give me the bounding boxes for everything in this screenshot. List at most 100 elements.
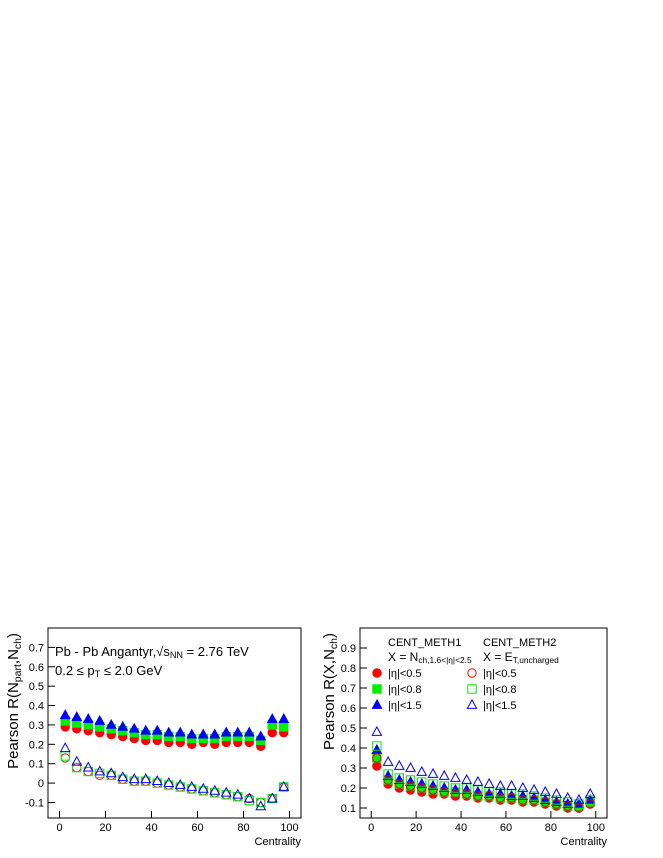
marker	[539, 785, 551, 796]
y-tick-label: 0.4	[341, 743, 356, 755]
marker	[256, 797, 266, 808]
y-axis-label: Pearson R(X,Nch)	[321, 633, 340, 750]
y-tick-label: 0.5	[341, 723, 356, 735]
marker	[59, 709, 71, 720]
marker	[439, 787, 449, 797]
marker	[71, 711, 83, 722]
marker	[461, 783, 473, 794]
marker	[105, 718, 117, 729]
marker	[209, 784, 221, 795]
marker	[232, 726, 244, 737]
marker	[60, 753, 70, 763]
text-part: )	[5, 633, 22, 638]
marker	[393, 759, 405, 770]
marker	[494, 787, 506, 798]
marker	[95, 768, 105, 779]
marker	[461, 773, 473, 784]
legend-marker	[466, 698, 478, 709]
marker	[94, 714, 106, 725]
legend-label: |η|<1.5	[483, 700, 517, 712]
marker	[266, 792, 278, 803]
legend-label: |η|<0.5	[388, 668, 422, 680]
marker	[562, 791, 574, 802]
legend-marker	[467, 684, 477, 694]
marker	[151, 724, 163, 735]
marker	[152, 778, 162, 788]
subscript: ch,1.6<|η|<2.5	[418, 655, 472, 665]
legend-header: X = Nch,1.6<|η|<2.5	[388, 650, 472, 665]
y-tick-label: 0.4	[29, 701, 44, 713]
text-part: Pearson R(X,N	[321, 649, 338, 750]
legend-header: CENT_METH1	[388, 637, 461, 649]
text-part: 0.2 ≤ p	[55, 663, 95, 678]
legend-header: CENT_METH2	[483, 637, 556, 649]
text-part: = 2.76 TeV	[183, 644, 249, 659]
subscript: ch	[12, 638, 24, 649]
marker	[584, 793, 596, 804]
marker	[405, 775, 416, 786]
subscript: T,uncharged	[513, 655, 559, 665]
y-tick-label: -0.1	[25, 797, 44, 809]
marker	[528, 783, 540, 794]
marker	[585, 795, 595, 805]
marker	[71, 755, 83, 766]
marker	[416, 777, 428, 788]
text-part: ≤ 2.0 GeV	[100, 663, 162, 678]
subscript: ch	[328, 638, 340, 649]
marker	[256, 797, 266, 808]
marker	[383, 769, 393, 779]
x-tick-label: 20	[410, 822, 422, 834]
marker	[517, 781, 529, 792]
y-tick-label: 0.1	[341, 803, 356, 815]
marker	[128, 722, 140, 733]
marker	[83, 766, 93, 777]
text-part: Pb - Pb Angantyr,√s	[55, 644, 170, 659]
text-part: X = E	[483, 650, 513, 664]
marker	[438, 781, 450, 792]
marker	[197, 782, 209, 793]
marker	[267, 727, 277, 738]
annotation: 0.2 ≤ pT ≤ 2.0 GeV	[55, 663, 163, 679]
y-tick-label: 0.6	[341, 703, 356, 715]
legend-label: |η|<0.8	[388, 684, 422, 696]
marker	[59, 742, 71, 753]
marker	[243, 726, 255, 737]
marker	[517, 789, 529, 800]
marker	[117, 771, 129, 782]
marker	[405, 761, 416, 772]
marker	[118, 774, 128, 784]
marker	[450, 789, 461, 799]
marker	[428, 779, 438, 789]
x-tick-label: 100	[587, 822, 605, 834]
legend-label: |η|<1.5	[388, 700, 422, 712]
marker	[186, 780, 198, 791]
legend-marker	[371, 698, 383, 709]
y-tick-label: 0.1	[29, 759, 44, 771]
marker	[562, 797, 574, 808]
x-tick-label: 20	[99, 822, 111, 834]
legend-marker	[372, 684, 382, 694]
y-tick-label: 0.7	[29, 642, 44, 654]
legend-marker	[467, 668, 477, 678]
marker	[278, 713, 290, 723]
marker	[232, 788, 244, 799]
marker	[551, 795, 562, 805]
legend-label: |η|<0.5	[483, 668, 517, 680]
marker	[528, 791, 540, 802]
marker	[163, 726, 175, 737]
y-tick-label: 0.2	[29, 739, 44, 751]
marker	[393, 773, 405, 784]
text-part: Pearson R(N	[5, 682, 22, 769]
marker	[539, 793, 551, 804]
marker	[405, 781, 416, 791]
x-axis-label: Centrality	[561, 836, 608, 848]
subscript: NN	[170, 650, 183, 660]
marker	[506, 789, 518, 800]
marker	[186, 728, 198, 739]
marker	[449, 771, 461, 782]
marker	[563, 797, 573, 807]
marker	[243, 792, 255, 803]
marker	[495, 787, 506, 797]
marker	[60, 751, 70, 761]
annotation: Pb - Pb Angantyr,√sNN = 2.76 TeV	[55, 644, 249, 660]
